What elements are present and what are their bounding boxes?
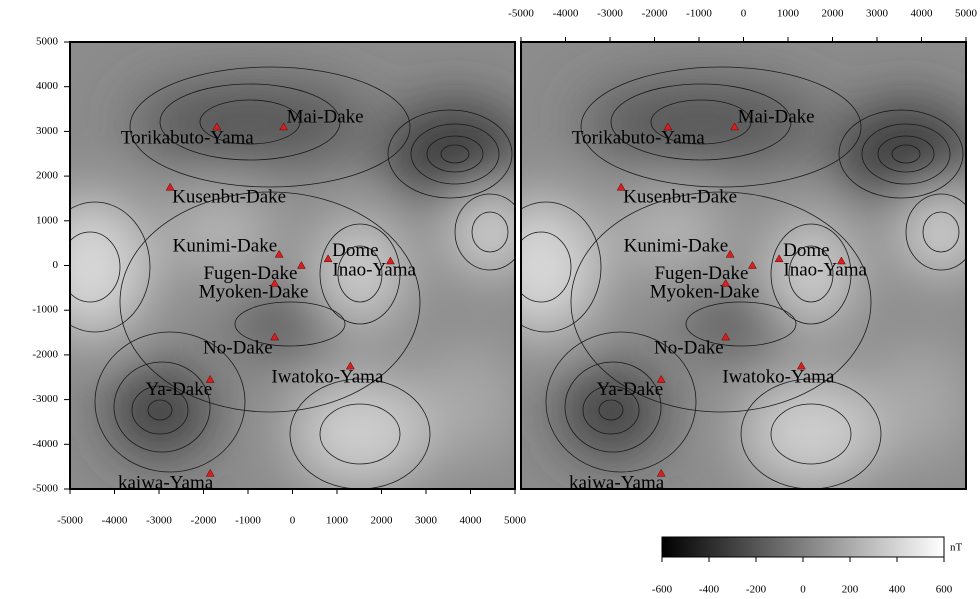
peak-marker xyxy=(270,332,280,341)
y-tick-label: -5000 xyxy=(32,483,58,495)
y-tick-label: 2000 xyxy=(36,170,59,182)
peak-marker xyxy=(656,468,666,477)
peak-label: Dome xyxy=(332,240,378,261)
peak-marker xyxy=(323,254,333,263)
peak-label: Mai-Dake xyxy=(738,106,815,127)
y-tick-label: -4000 xyxy=(32,438,58,450)
peak-label: Kunimi-Dake xyxy=(173,236,277,257)
peak-label: Kunimi-Dake xyxy=(624,236,728,257)
peak-label: Myoken-Dake xyxy=(650,282,760,303)
colorbar-tick-label: 0 xyxy=(800,584,806,596)
peak-marker xyxy=(774,254,784,263)
peak-marker xyxy=(205,468,215,477)
y-tick-label: -3000 xyxy=(32,393,58,405)
peak-marker xyxy=(836,256,846,265)
peak-marker xyxy=(747,260,757,269)
peak-marker xyxy=(279,122,289,131)
peak-label: Mai-Dake xyxy=(287,106,364,127)
peak-label: Ya-Dake xyxy=(597,379,664,400)
x-tick-label: 3000 xyxy=(866,8,889,20)
peak-marker xyxy=(616,182,626,191)
x-tick-label: 5000 xyxy=(955,8,978,20)
y-tick-label: 1000 xyxy=(36,214,59,226)
peak-label: Torikabuto-Yama xyxy=(572,127,705,148)
x-tick-label: 2000 xyxy=(371,515,394,527)
x-tick-label: 0 xyxy=(741,8,747,20)
peak-label: Fugen-Dake xyxy=(203,263,297,284)
colorbar-tick-label: 200 xyxy=(842,584,859,596)
colorbar-tick-label: -600 xyxy=(652,584,673,596)
peak-label: No-Dake xyxy=(654,337,724,358)
peak-label: Iwatoko-Yama xyxy=(271,366,384,387)
peak-label: No-Dake xyxy=(203,337,273,358)
x-tick-label: -3000 xyxy=(146,515,172,527)
peak-label: Torikabuto-Yama xyxy=(121,127,254,148)
peak-marker xyxy=(663,122,673,131)
x-tick-label: -5000 xyxy=(508,8,534,20)
x-tick-label: 0 xyxy=(290,515,296,527)
peak-marker xyxy=(385,256,395,265)
x-tick-label: -2000 xyxy=(191,515,217,527)
peak-marker xyxy=(721,278,731,287)
x-tick-label: -1000 xyxy=(686,8,712,20)
x-tick-label: 3000 xyxy=(415,515,438,527)
x-tick-label: 5000 xyxy=(504,515,527,527)
peak-label: kaiwa-Yama xyxy=(118,473,214,494)
peak-marker xyxy=(212,122,222,131)
peak-marker xyxy=(205,374,215,383)
x-tick-label: -2000 xyxy=(642,8,668,20)
x-tick-label: 4000 xyxy=(911,8,934,20)
y-tick-label: -2000 xyxy=(32,348,58,360)
peak-label: Myoken-Dake xyxy=(199,282,309,303)
x-tick-label: -1000 xyxy=(235,515,261,527)
peak-label: Dome xyxy=(783,240,829,261)
colorbar-tick-label: 400 xyxy=(889,584,906,596)
y-tick-label: 4000 xyxy=(36,80,59,92)
colorbar-tick-label: 600 xyxy=(936,584,953,596)
colorbar xyxy=(661,536,945,558)
peak-label: Ya-Dake xyxy=(146,379,213,400)
x-tick-label: 4000 xyxy=(460,515,483,527)
peak-marker xyxy=(725,249,735,258)
peak-label: Inao-Yama xyxy=(783,259,867,280)
x-tick-label: 2000 xyxy=(822,8,845,20)
x-tick-label: -4000 xyxy=(553,8,579,20)
peak-marker xyxy=(165,182,175,191)
colorbar-unit: nT xyxy=(950,542,963,554)
y-tick-label: 3000 xyxy=(36,125,59,137)
x-tick-label: -4000 xyxy=(102,515,128,527)
peak-marker xyxy=(296,260,306,269)
peak-label: Iwatoko-Yama xyxy=(722,366,835,387)
x-tick-label: -3000 xyxy=(597,8,623,20)
peak-marker xyxy=(274,249,284,258)
peak-label: Kusenbu-Dake xyxy=(172,187,286,208)
peak-marker xyxy=(656,374,666,383)
y-tick-label: -1000 xyxy=(32,304,58,316)
peak-marker xyxy=(270,278,280,287)
peak-label: Fugen-Dake xyxy=(654,263,748,284)
peak-label: Inao-Yama xyxy=(332,259,416,280)
y-tick-label: 0 xyxy=(53,259,59,271)
peak-marker xyxy=(730,122,740,131)
colorbar-tick-label: -200 xyxy=(746,584,767,596)
x-tick-label: 1000 xyxy=(326,515,349,527)
y-tick-label: 5000 xyxy=(36,36,59,48)
peak-marker xyxy=(345,361,355,370)
x-tick-label: 1000 xyxy=(777,8,800,20)
x-tick-label: -5000 xyxy=(57,515,83,527)
colorbar-tick-label: -400 xyxy=(699,584,720,596)
peak-label: Kusenbu-Dake xyxy=(623,187,737,208)
peak-marker xyxy=(721,332,731,341)
peak-marker xyxy=(796,361,806,370)
peak-label: kaiwa-Yama xyxy=(569,473,665,494)
